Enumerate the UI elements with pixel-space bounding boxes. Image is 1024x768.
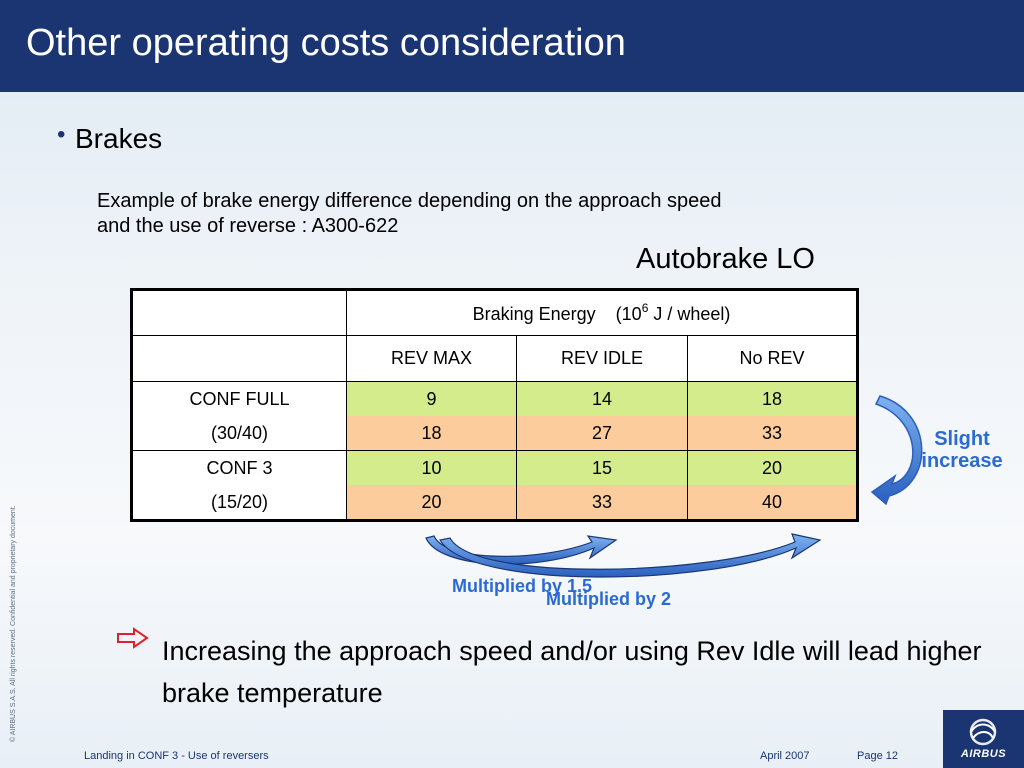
slight-increase-arrow-icon xyxy=(870,395,923,506)
conclusion-text: Increasing the approach speed and/or usi… xyxy=(162,636,982,708)
table-row: CONF FULL 9 14 18 xyxy=(131,381,858,416)
table-cell: 9 xyxy=(346,381,517,416)
conf-full-label: CONF FULL xyxy=(131,381,347,416)
unit-prefix: (10 xyxy=(615,304,642,324)
unit-suffix: J / wheel) xyxy=(648,304,731,324)
autobrake-label: Autobrake LO xyxy=(636,243,815,275)
table-cell: 10 xyxy=(346,450,517,485)
bullet-brakes: Brakes xyxy=(75,123,163,154)
column-header-rev-max: REV MAX xyxy=(346,335,517,382)
table-cell: 15 xyxy=(516,450,688,485)
table-cell: 18 xyxy=(687,381,858,416)
slight-text: Slight xyxy=(934,428,990,450)
table-cell: 40 xyxy=(687,485,858,521)
table-cell: 27 xyxy=(516,416,688,451)
airbus-logo: AIRBUS xyxy=(943,710,1024,768)
airbus-swirl-icon xyxy=(969,718,997,746)
footer-date: April 2007 xyxy=(760,750,810,762)
braking-energy-label: Braking Energy xyxy=(472,304,596,324)
footer-page: Page 12 xyxy=(857,750,898,762)
bullet-dot-icon: • xyxy=(57,121,66,148)
multiplied-2-label: Multiplied by 2 xyxy=(546,589,672,609)
column-header-rev-idle: REV IDLE xyxy=(516,335,688,382)
table-row: (30/40) 18 27 33 xyxy=(132,416,858,451)
slight-increase-label: Slight increase xyxy=(910,428,1014,472)
hollow-arrow-icon xyxy=(117,627,149,649)
unit-exponent: 6 xyxy=(641,301,649,315)
table-column-row: REV MAX REV IDLE No REV xyxy=(131,335,858,382)
table-cell: 33 xyxy=(687,416,858,451)
column-corner-cell xyxy=(131,335,347,382)
table-cell: 18 xyxy=(346,416,517,451)
multiplied-2-arrow-icon xyxy=(439,533,822,578)
increase-text: increase xyxy=(921,450,1003,472)
table-cell: 33 xyxy=(516,485,688,521)
table-header-row: Braking Energy (106 J / wheel) xyxy=(132,289,858,336)
conf-3-label: CONF 3 xyxy=(131,450,347,485)
conf-full-speeds: (30/40) xyxy=(210,422,269,443)
title-bar xyxy=(0,0,1024,92)
footer-title: Landing in CONF 3 - Use of reversers xyxy=(84,750,269,762)
table-cell: 20 xyxy=(346,485,517,521)
conf-3-speeds: (15/20) xyxy=(210,491,269,512)
column-header-no-rev: No REV xyxy=(687,335,858,382)
table-row: CONF 3 10 15 20 xyxy=(131,450,858,485)
multiplied-1-5-label: Multiplied by 1.5 xyxy=(452,576,593,596)
table-cell: 20 xyxy=(687,450,858,485)
copyright-sidebar: © AIRBUS S.A.S. All rights reserved. Con… xyxy=(10,505,17,742)
braking-energy-header: Braking Energy (106 J / wheel) xyxy=(346,289,858,336)
table-cell: 14 xyxy=(516,381,688,416)
page-title: Other operating costs consideration xyxy=(26,22,626,64)
airbus-logo-text: AIRBUS xyxy=(960,748,1007,760)
example-description: Example of brake energy difference depen… xyxy=(97,190,722,237)
table-row: (15/20) 20 33 40 xyxy=(132,485,858,521)
braking-energy-table: Braking Energy (106 J / wheel) REV MAX R… xyxy=(130,288,859,522)
